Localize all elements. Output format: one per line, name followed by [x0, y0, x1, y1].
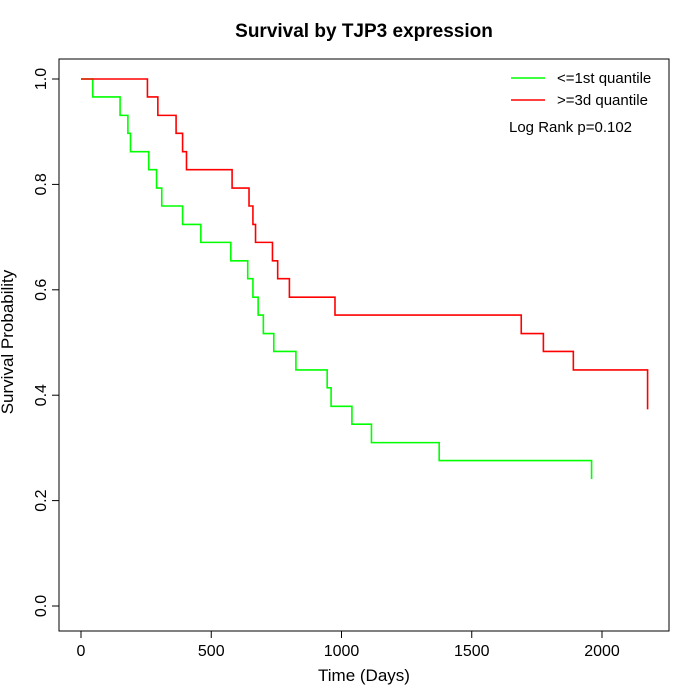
y-axis-title: Survival Probability — [0, 269, 17, 414]
y-axis: 0.0 0.2 0.4 0.6 0.8 1.0 — [33, 68, 60, 617]
series-line-high-quantile — [81, 78, 649, 410]
x-axis: 0 500 1000 1500 2000 — [77, 630, 620, 660]
x-tick-label: 2000 — [584, 643, 620, 660]
x-tick-label: 1000 — [324, 643, 360, 660]
series-line-low-quantile — [81, 78, 593, 479]
x-tick-label: 0 — [77, 643, 86, 660]
y-tick-label: 0.0 — [33, 595, 50, 617]
y-tick-label: 0.6 — [33, 279, 50, 301]
legend: <=1st quantile >=3d quantile — [511, 70, 651, 109]
legend-label: <=1st quantile — [557, 70, 651, 87]
x-tick-label: 1500 — [454, 643, 490, 660]
logrank-annotation: Log Rank p=0.102 — [509, 119, 632, 136]
y-tick-label: 0.2 — [33, 489, 50, 511]
plot-frame — [58, 58, 670, 632]
legend-label: >=3d quantile — [557, 92, 648, 109]
x-tick-label: 500 — [198, 643, 225, 660]
y-tick-label: 0.8 — [33, 173, 50, 195]
series-layer — [81, 78, 649, 479]
chart-title: Survival by TJP3 expression — [235, 21, 493, 42]
x-axis-title: Time (Days) — [318, 666, 410, 685]
y-tick-label: 1.0 — [33, 68, 50, 90]
y-tick-label: 0.4 — [33, 384, 50, 406]
